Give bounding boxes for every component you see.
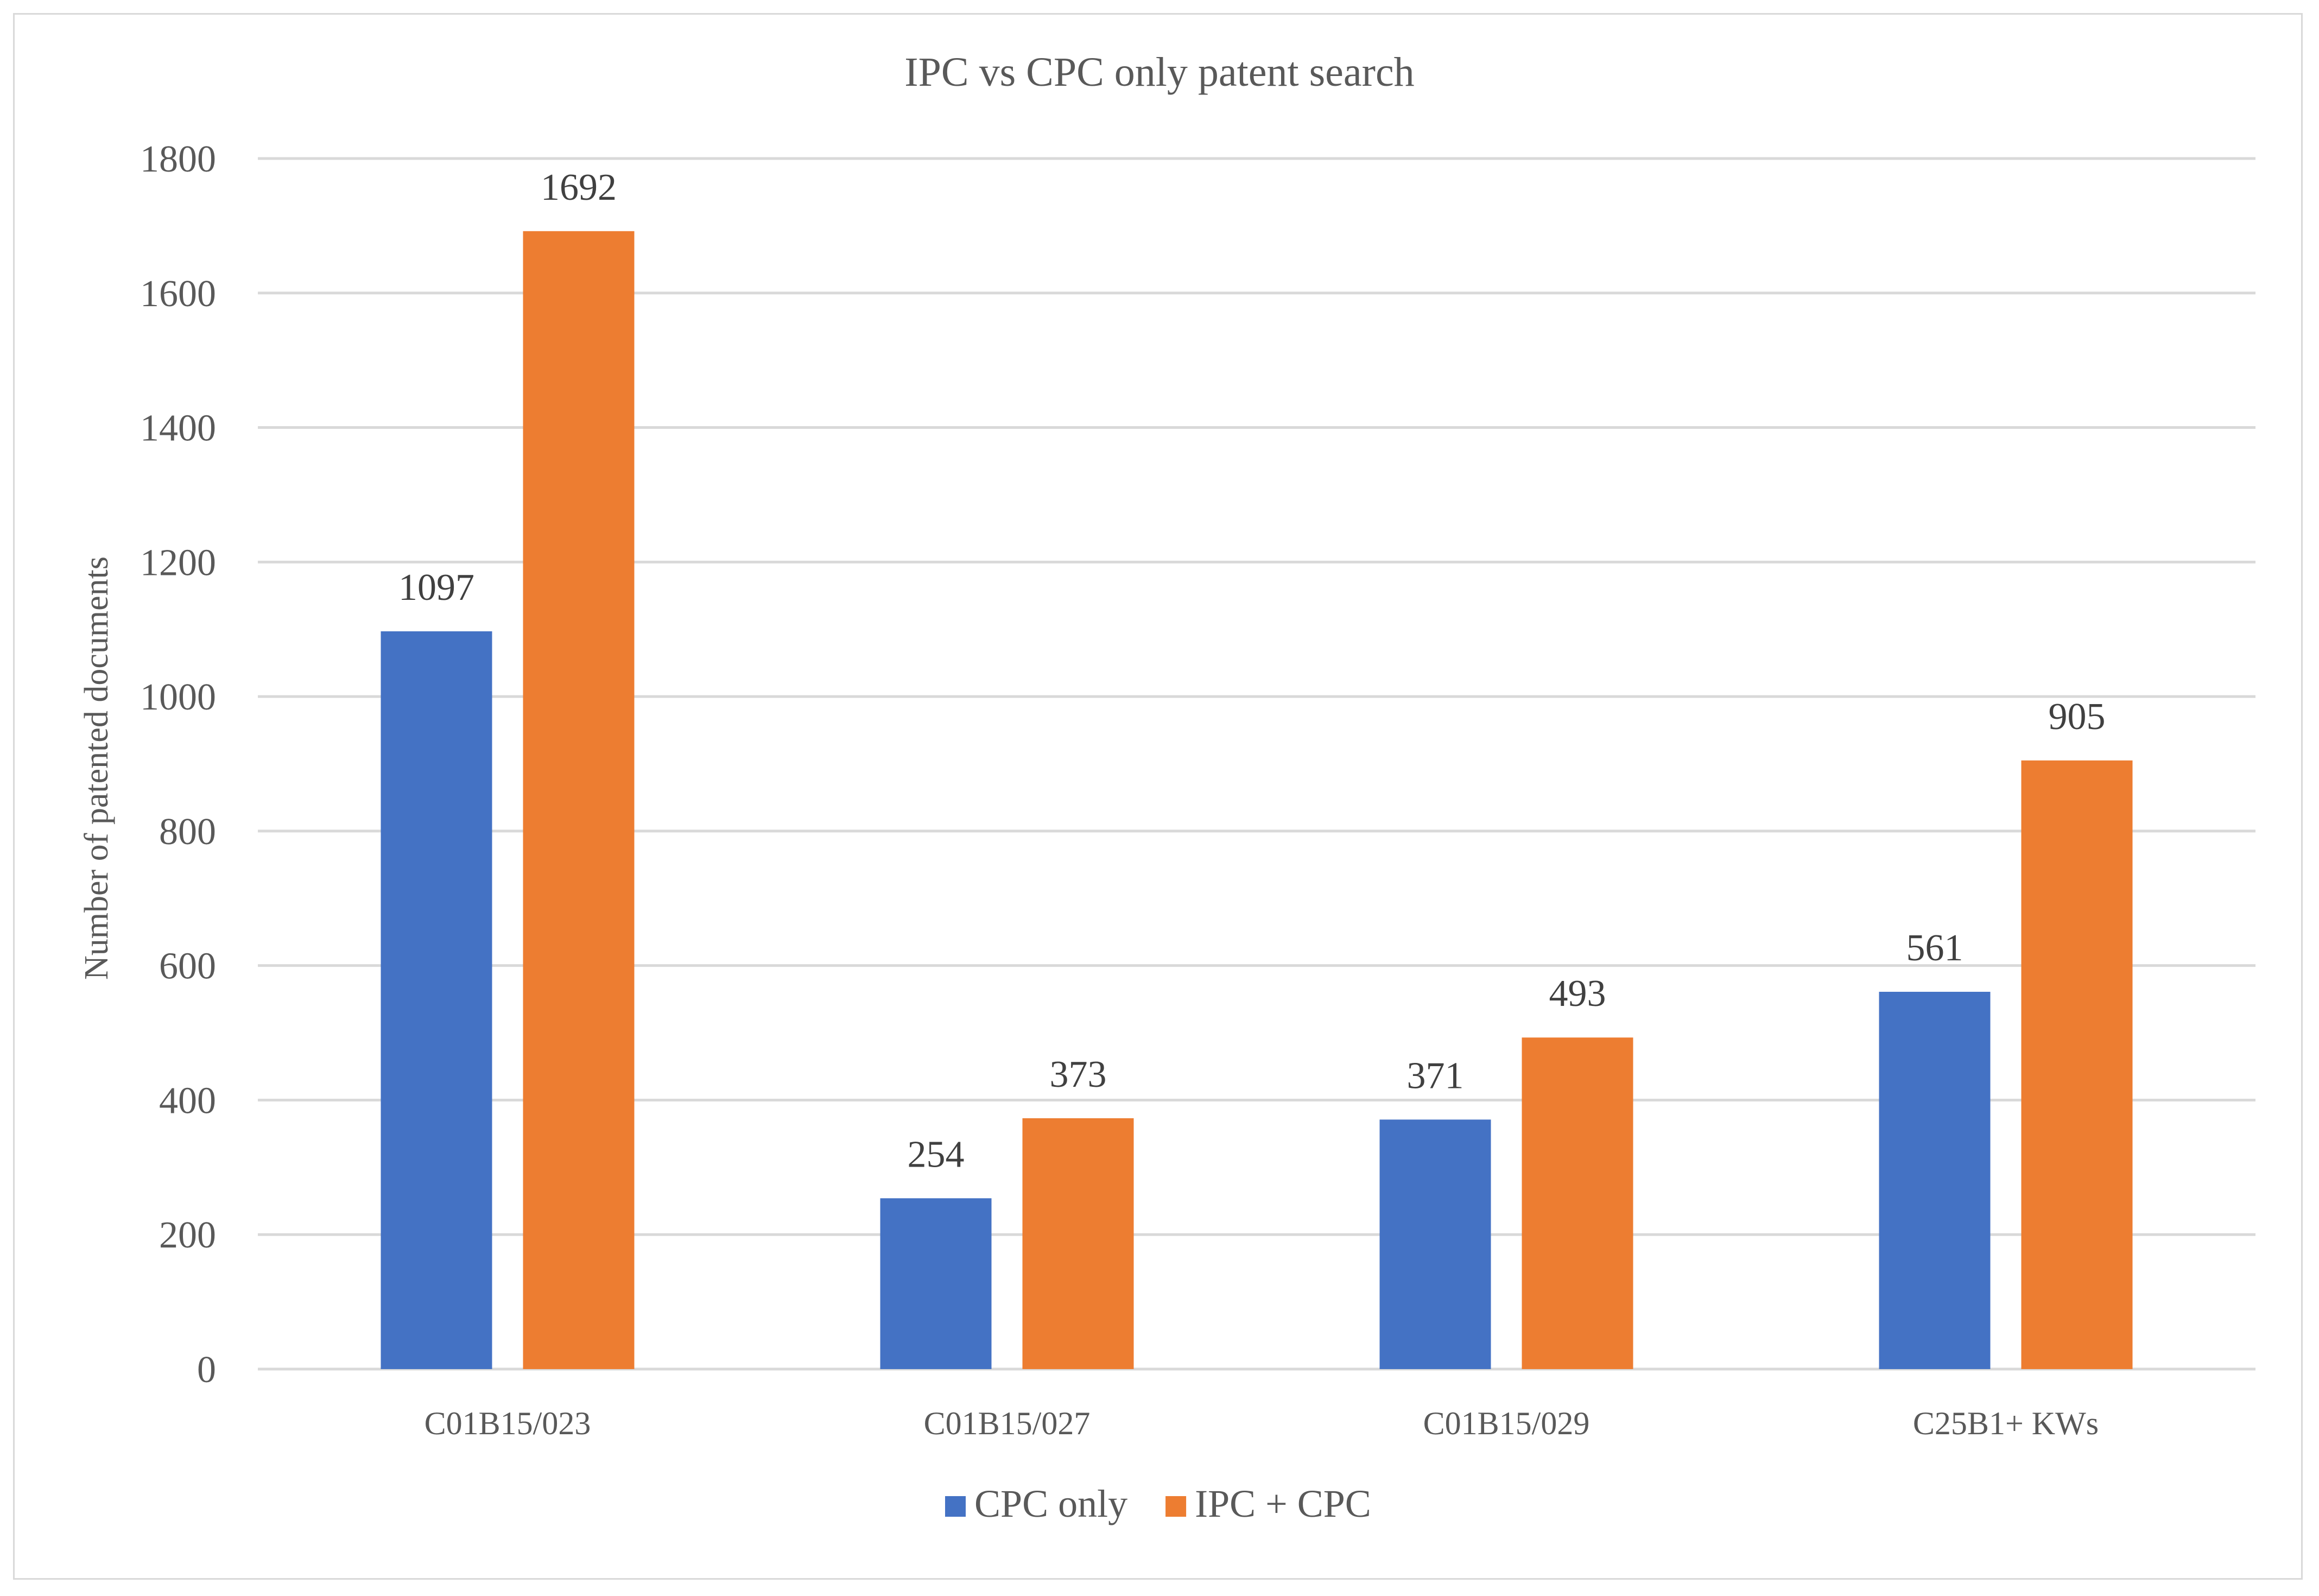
data-label: 561 [1906, 927, 1963, 969]
x-category-label: C01B15/023 [424, 1405, 591, 1441]
legend-label: CPC only [974, 1482, 1127, 1525]
y-tick-label: 800 [159, 811, 216, 853]
x-category-label: C25B1+ KWs [1913, 1405, 2099, 1441]
data-labels: 1097 1692 254 373 371 493 561 905 [398, 167, 2106, 1176]
legend-swatch [945, 1496, 966, 1517]
bar-ipc-cpc-0 [523, 231, 635, 1369]
x-axis-categories: C01B15/023 C01B15/027 C01B15/029 C25B1+ KWs [424, 1405, 2099, 1441]
x-category-label: C01B15/029 [1423, 1405, 1590, 1441]
data-label: 905 [2049, 696, 2106, 738]
bar-ipc-cpc-1 [1022, 1118, 1134, 1369]
bar-cpc-only-1 [880, 1198, 992, 1369]
y-tick-label: 400 [159, 1080, 216, 1122]
y-tick-label: 1400 [140, 408, 216, 449]
data-label: 371 [1407, 1055, 1464, 1097]
y-tick-label: 200 [159, 1214, 216, 1256]
bar-ipc-cpc-2 [1522, 1037, 1633, 1369]
legend: CPC only IPC + CPC [945, 1482, 1371, 1525]
y-tick-label: 0 [197, 1349, 216, 1391]
data-label: 493 [1549, 973, 1606, 1015]
data-label: 373 [1050, 1054, 1107, 1095]
y-axis-ticks: 0 200 400 600 800 1000 1200 1400 1600 1800 [140, 138, 216, 1391]
bar-ipc-cpc-3 [2021, 760, 2133, 1369]
chart-title: IPC vs CPC only patent search [904, 49, 1414, 95]
data-label: 254 [908, 1133, 965, 1175]
bar-cpc-only-3 [1879, 991, 1991, 1369]
y-tick-label: 1800 [140, 138, 216, 180]
y-axis-title: Number of patented documents [78, 556, 115, 980]
bars [381, 231, 2133, 1369]
bar-cpc-only-0 [381, 631, 492, 1369]
legend-label: IPC + CPC [1195, 1482, 1371, 1525]
data-label: 1097 [398, 567, 474, 609]
y-tick-label: 1200 [140, 542, 216, 584]
chart-frame [13, 13, 2303, 1580]
y-tick-label: 600 [159, 946, 216, 987]
y-tick-label: 1000 [140, 676, 216, 718]
y-tick-label: 1600 [140, 273, 216, 315]
legend-swatch [1165, 1496, 1187, 1517]
bar-cpc-only-2 [1379, 1119, 1491, 1369]
x-category-label: C01B15/027 [924, 1405, 1091, 1441]
data-label: 1692 [541, 167, 617, 208]
